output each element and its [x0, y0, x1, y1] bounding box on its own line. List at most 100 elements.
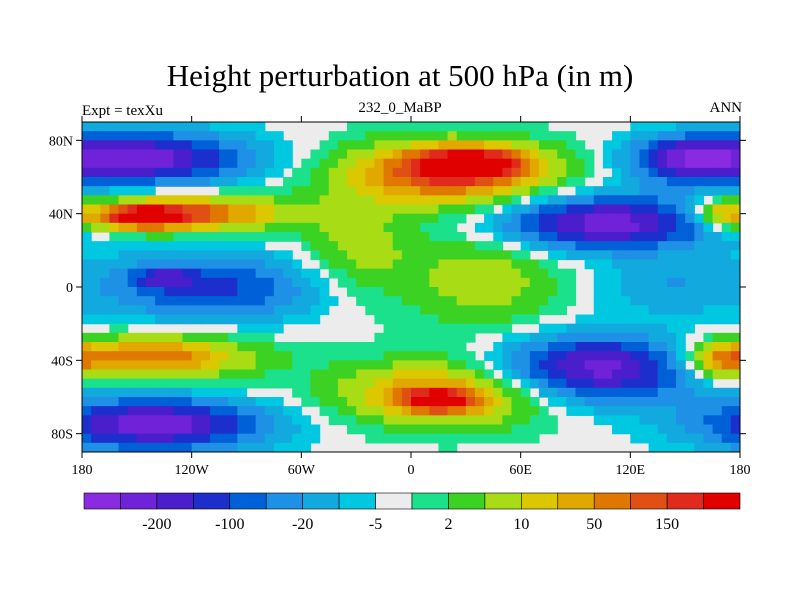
field-cell	[648, 369, 659, 380]
field-cell	[575, 177, 586, 187]
field-cell	[438, 232, 449, 242]
colorbar-label: 150	[655, 516, 679, 533]
field-cell	[538, 424, 549, 435]
field-cell	[538, 186, 549, 196]
field-cell	[438, 342, 449, 352]
field-cell	[648, 259, 659, 270]
field-cell	[91, 296, 101, 306]
field-cell	[301, 177, 312, 187]
field-cell	[401, 149, 412, 160]
field-cell	[502, 415, 513, 426]
field-cell	[703, 122, 714, 132]
field-cell	[273, 305, 284, 316]
field-cell	[721, 259, 732, 270]
field-cell	[365, 131, 376, 141]
field-cell	[155, 287, 165, 297]
field-cell	[730, 332, 740, 343]
field-cell	[145, 378, 156, 389]
field-cell	[493, 387, 503, 398]
field-cell	[465, 433, 476, 444]
field-cell	[328, 268, 339, 279]
field-cell	[392, 140, 403, 151]
field-cell	[82, 296, 92, 306]
field-cell	[712, 332, 723, 343]
field-cell	[155, 167, 165, 178]
field-cell	[109, 342, 120, 352]
field-cell	[548, 204, 558, 215]
field-cell	[109, 397, 120, 407]
field-cell	[648, 232, 659, 242]
field-cell	[694, 296, 705, 306]
field-cell	[511, 424, 522, 435]
field-cell	[100, 287, 111, 297]
field-cell	[474, 433, 485, 444]
field-cell	[703, 424, 714, 435]
colorbar-label: -200	[142, 516, 171, 533]
field-cell	[136, 250, 147, 261]
field-cell	[511, 140, 522, 151]
field-cell	[502, 177, 513, 187]
field-cell	[694, 186, 705, 196]
field-cell	[127, 204, 138, 215]
field-cell	[237, 397, 248, 407]
field-cell	[411, 378, 421, 389]
field-cell	[721, 186, 732, 196]
field-cell	[228, 177, 238, 187]
field-cell	[191, 296, 202, 306]
field-cell	[703, 259, 714, 270]
field-cell	[182, 213, 193, 224]
field-cell	[182, 140, 193, 151]
field-cell	[100, 268, 111, 279]
field-cell	[383, 195, 394, 206]
field-cell	[383, 369, 394, 380]
field-cell	[529, 167, 540, 178]
field-cell	[575, 140, 586, 151]
field-cell	[493, 241, 503, 251]
field-cell	[246, 305, 257, 316]
field-cell	[155, 424, 165, 435]
field-cell	[456, 351, 467, 361]
field-cell	[337, 177, 348, 187]
field-cell	[676, 305, 686, 316]
field-cell	[657, 277, 668, 288]
x-tick-label: 180	[730, 463, 751, 478]
field-cell	[602, 268, 613, 279]
field-cell	[420, 287, 430, 297]
field-cell	[191, 387, 202, 398]
field-cell	[200, 387, 211, 398]
field-cell	[657, 177, 668, 187]
field-cell	[374, 140, 385, 151]
field-cell	[657, 323, 668, 334]
field-cell	[100, 424, 111, 435]
field-cell	[219, 149, 229, 160]
field-cell	[273, 415, 284, 426]
field-cell	[118, 323, 129, 334]
field-cell	[347, 378, 357, 389]
field-cell	[237, 305, 248, 316]
field-cell	[520, 406, 531, 416]
field-cell	[228, 415, 238, 426]
field-cell	[118, 387, 129, 398]
field-cell	[639, 305, 650, 316]
field-cell	[118, 140, 129, 151]
field-cell	[347, 186, 357, 196]
field-cell	[228, 259, 238, 270]
field-cell	[557, 387, 567, 398]
field-cell	[264, 149, 275, 160]
field-cell	[584, 232, 595, 242]
field-cell	[639, 177, 650, 187]
field-cell	[118, 158, 129, 169]
field-cell	[136, 131, 147, 141]
field-cell	[155, 378, 165, 389]
field-cell	[511, 415, 522, 426]
field-cell	[347, 268, 357, 279]
field-cell	[246, 424, 257, 435]
field-cell	[429, 195, 440, 206]
field-cell	[264, 314, 275, 325]
field-cell	[401, 131, 412, 141]
field-cell	[127, 378, 138, 389]
field-cell	[630, 369, 641, 380]
field-cell	[429, 360, 440, 371]
field-cell	[246, 232, 257, 242]
field-cell	[264, 378, 275, 389]
